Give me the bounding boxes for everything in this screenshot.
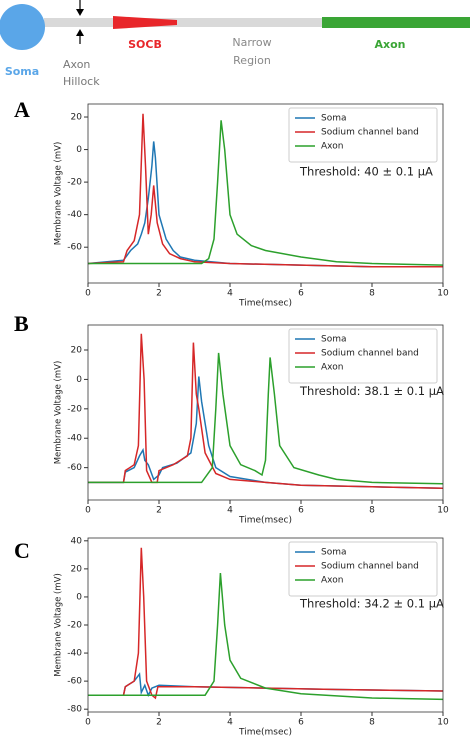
legend-label: Soma <box>321 114 347 124</box>
legend-label: Axon <box>321 576 343 586</box>
legend-box <box>288 328 438 384</box>
x-axis-label: Time(msec) <box>238 516 292 526</box>
y-tick-label: -40 <box>67 210 82 220</box>
x-tick-label: 4 <box>227 506 233 516</box>
x-tick-label: 10 <box>437 506 449 516</box>
plot-frame <box>87 537 444 713</box>
x-tick-label: 2 <box>156 506 162 516</box>
x-tick-label: 0 <box>85 718 91 728</box>
neuron-diagram: Soma Axon Hillock SOCB Narrow Region Axo… <box>0 0 470 88</box>
hillock-label: Axon <box>63 58 90 71</box>
y-tick-label: -60 <box>67 463 82 473</box>
threshold-annotation: Threshold: 40 ± 0.1 μA <box>299 165 433 179</box>
panel-letter: B <box>14 311 29 336</box>
x-tick-label: 8 <box>369 506 375 516</box>
legend-box <box>288 107 438 163</box>
x-tick-label: 8 <box>369 289 375 299</box>
threshold-annotation: Threshold: 34.2 ± 0.1 μA <box>299 597 444 611</box>
y-tick-label: -60 <box>67 677 82 687</box>
y-tick-label: -20 <box>67 178 82 188</box>
narrow-label: Narrow <box>232 36 271 49</box>
legend-label: Axon <box>321 363 343 373</box>
legend-label: Soma <box>321 548 347 558</box>
soma-circle <box>0 4 45 50</box>
series-line <box>88 333 443 489</box>
plot-frame <box>87 324 444 501</box>
soma-label: Soma <box>5 65 39 78</box>
x-tick-label: 6 <box>298 718 304 728</box>
y-axis-label: Membrane Voltage (mV) <box>54 573 64 677</box>
legend-label: Soma <box>321 335 347 345</box>
y-tick-label: -40 <box>67 434 82 444</box>
hillock-label: Hillock <box>63 75 100 88</box>
panel-letter: A <box>14 97 30 122</box>
arrow-head <box>76 29 84 36</box>
series-line <box>88 573 443 701</box>
y-tick-label: -80 <box>67 705 82 715</box>
x-tick-label: 2 <box>156 718 162 728</box>
y-tick-label: -60 <box>67 243 82 253</box>
y-tick-label: 0 <box>76 375 82 385</box>
plot-frame <box>87 103 444 284</box>
x-tick-label: 10 <box>437 289 449 299</box>
socb-label: SOCB <box>128 38 162 51</box>
x-tick-label: 6 <box>298 289 304 299</box>
series-line <box>88 672 443 698</box>
legend-label: Axon <box>321 142 343 152</box>
y-tick-label: -20 <box>67 404 82 414</box>
legend-box <box>288 541 438 597</box>
series-line <box>88 113 443 268</box>
y-tick-label: 20 <box>71 346 83 356</box>
x-tick-label: 4 <box>227 289 233 299</box>
axon-label: Axon <box>375 38 406 51</box>
chart-panel: C -80 -60 -40 -20 0 20 40 0 2 4 6 8 10 Time(msec) Membr… <box>14 536 449 737</box>
x-tick-label: 4 <box>227 718 233 728</box>
series-line <box>88 352 443 485</box>
x-axis-label: Time(msec) <box>238 728 292 738</box>
series-line <box>88 120 443 266</box>
panel-letter: C <box>14 538 30 563</box>
legend-label: Sodium channel band <box>321 562 419 572</box>
y-tick-label: 20 <box>71 564 83 574</box>
y-tick-label: 0 <box>76 592 82 602</box>
threshold-annotation: Threshold: 38.1 ± 0.1 μA <box>299 384 444 398</box>
legend-label: Sodium channel band <box>321 349 419 359</box>
arrow-head <box>76 9 84 16</box>
y-tick-label: 0 <box>76 145 82 155</box>
y-axis-label: Membrane Voltage (mV) <box>54 361 64 465</box>
narrow-label: Region <box>233 54 271 67</box>
y-tick-label: 40 <box>71 536 83 546</box>
legend-label: Sodium channel band <box>321 128 419 138</box>
x-tick-label: 0 <box>85 289 91 299</box>
y-tick-label: -20 <box>67 621 82 631</box>
y-axis-label: Membrane Voltage (mV) <box>54 142 64 246</box>
socb-segment <box>113 16 177 29</box>
x-tick-label: 2 <box>156 289 162 299</box>
y-tick-label: -40 <box>67 649 82 659</box>
series-line <box>88 547 443 700</box>
x-tick-label: 0 <box>85 506 91 516</box>
x-tick-label: 8 <box>369 718 375 728</box>
x-tick-label: 10 <box>437 718 449 728</box>
y-tick-label: 20 <box>71 113 83 123</box>
axon-segment <box>322 17 470 28</box>
narrow-region-bar <box>44 18 470 27</box>
x-axis-label: Time(msec) <box>238 299 292 309</box>
chart-panel: B -60 -40 -20 0 20 0 2 4 6 8 10 Time(msec) Membrane V… <box>14 311 449 525</box>
x-tick-label: 6 <box>298 506 304 516</box>
chart-panel: A -60 -40 -20 0 20 0 2 4 6 8 10 Time(msec) Membrane V… <box>14 97 449 308</box>
